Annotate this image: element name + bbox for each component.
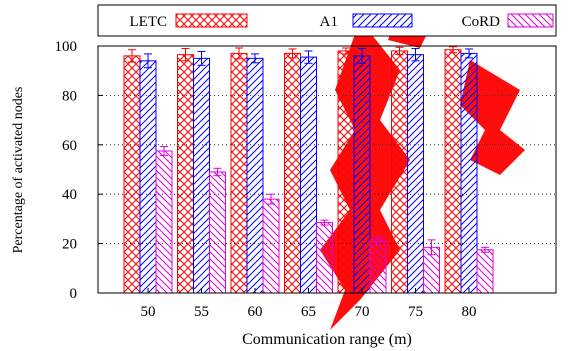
plot-frame bbox=[97, 45, 557, 294]
bar-a1 bbox=[460, 52, 478, 294]
legend-label-a1: A1 bbox=[320, 14, 338, 30]
x-axis-tick-labels: 50 55 60 65 70 75 80 bbox=[141, 288, 477, 320]
x-tick-label: 50 bbox=[141, 304, 156, 320]
x-tick-label: 80 bbox=[462, 304, 477, 320]
bar-cord bbox=[209, 171, 226, 294]
bars-group bbox=[123, 46, 494, 294]
bar-letc bbox=[230, 52, 248, 294]
bar-cord bbox=[262, 198, 280, 294]
legend: LETC A1 CoRD bbox=[97, 4, 557, 37]
bar-letc bbox=[337, 50, 355, 294]
legend-swatch-letc bbox=[175, 13, 248, 28]
y-axis-tick-labels: 0 20 40 60 80 100 bbox=[55, 39, 78, 302]
bar-a1 bbox=[139, 60, 157, 294]
bar-a1 bbox=[193, 57, 210, 294]
y-tick-label: 100 bbox=[55, 39, 78, 55]
legend-swatch-a1 bbox=[352, 13, 413, 28]
legend-label-cord: CoRD bbox=[462, 14, 501, 30]
bar-cord bbox=[476, 249, 494, 294]
x-tick-label: 55 bbox=[194, 304, 209, 320]
x-axis-label: Communication range (m) bbox=[242, 331, 412, 348]
y-axis-label: Percentage of activated nodes bbox=[11, 87, 26, 254]
x-tick-label: 65 bbox=[301, 304, 316, 320]
legend-swatch-cord bbox=[507, 13, 554, 28]
bar-letc bbox=[444, 49, 462, 294]
x-tick-label: 60 bbox=[248, 304, 263, 320]
x-tick-label: 70 bbox=[355, 304, 370, 320]
y-tick-label: 80 bbox=[62, 88, 77, 104]
bar-letc bbox=[284, 52, 301, 294]
bar-cord bbox=[316, 222, 333, 294]
y-tick-label: 60 bbox=[62, 138, 77, 154]
bar-a1 bbox=[353, 55, 371, 294]
bar-a1 bbox=[407, 54, 424, 294]
y-tick-label: 0 bbox=[70, 286, 78, 302]
bar-a1 bbox=[246, 57, 264, 294]
y-tick-label: 40 bbox=[62, 187, 77, 203]
y-tick-label: 20 bbox=[62, 237, 77, 253]
bar-cord bbox=[369, 239, 387, 294]
legend-label-letc: LETC bbox=[130, 14, 168, 30]
bar-letc bbox=[391, 50, 408, 294]
bar-letc bbox=[123, 55, 141, 294]
bar-letc bbox=[177, 54, 194, 294]
bar-cord bbox=[155, 150, 173, 294]
x-tick-label: 75 bbox=[408, 304, 423, 320]
legend-box bbox=[97, 4, 557, 37]
bar-a1 bbox=[300, 56, 317, 294]
